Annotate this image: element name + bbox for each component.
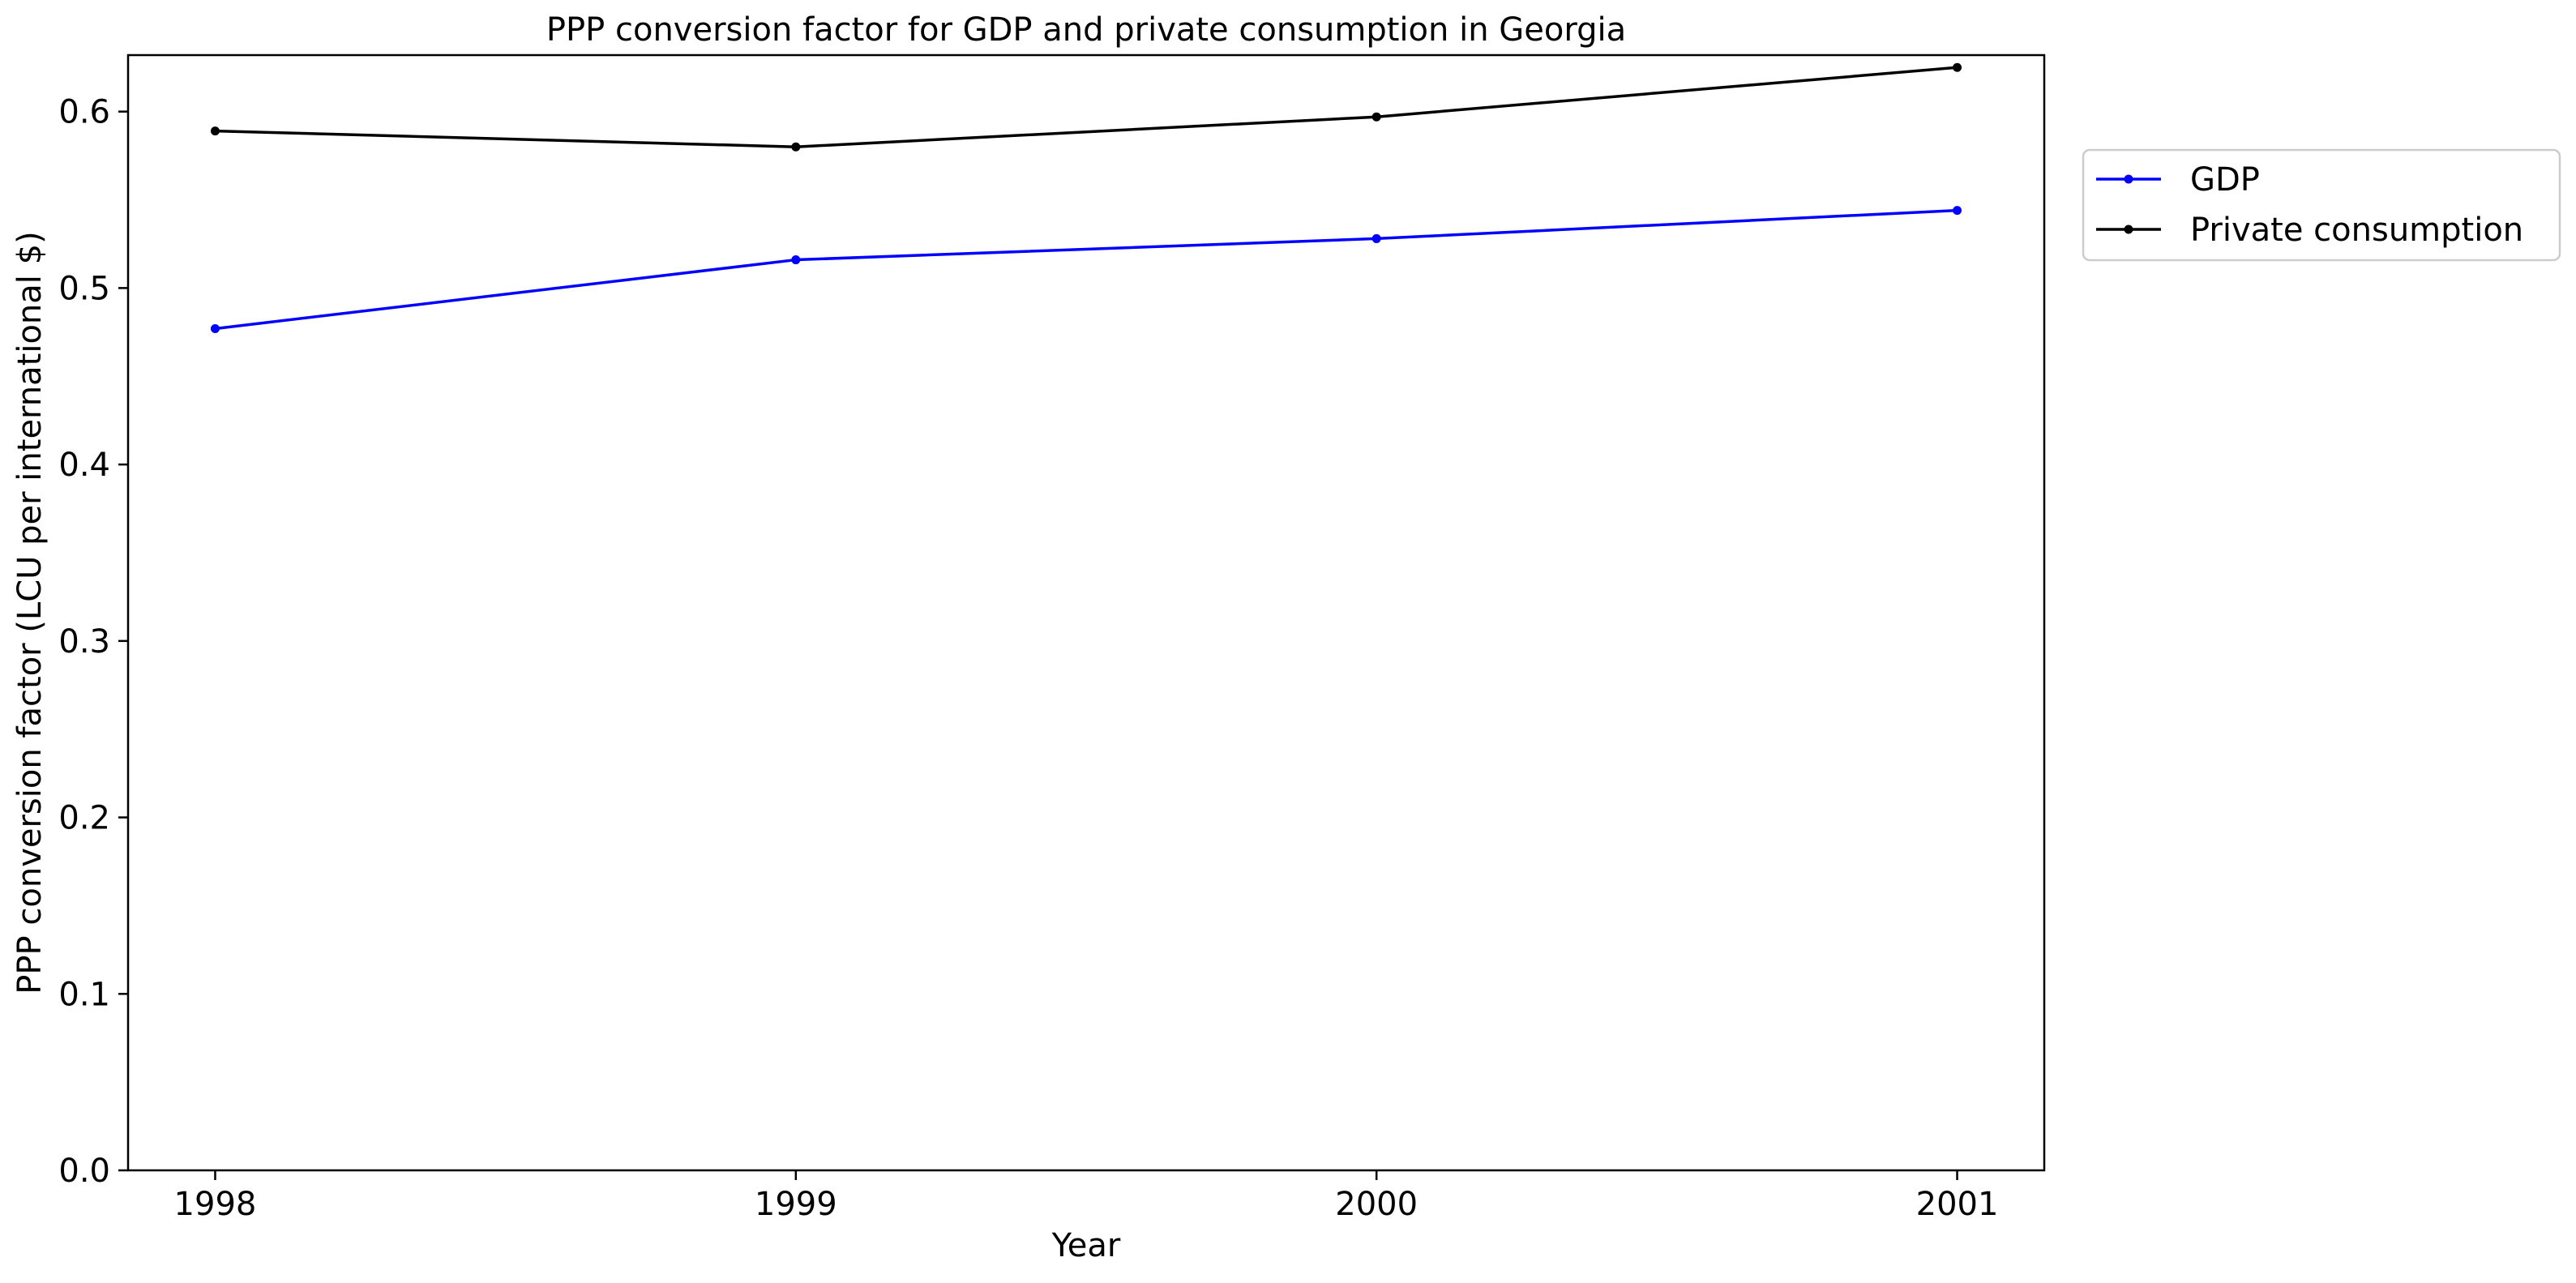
series-line-1 — [213, 208, 1959, 331]
series-1-point — [1953, 206, 1962, 216]
y-tick-label: 0.1 — [58, 976, 110, 1013]
legend: GDP Private consumption — [2082, 148, 2561, 262]
x-tick-label: 1999 — [755, 1186, 837, 1223]
series-2-point — [210, 126, 220, 136]
series-1-point — [791, 255, 801, 265]
legend-label-1: GDP — [2190, 161, 2260, 199]
series-2-point — [1953, 62, 1962, 72]
legend-label-2: Private consumption — [2190, 212, 2523, 249]
x-tick-label: 2001 — [1916, 1186, 1999, 1223]
plot-area — [210, 62, 1962, 333]
chart-title: PPP conversion factor for GDP and privat… — [546, 11, 1626, 49]
x-tick-label: 1998 — [174, 1186, 257, 1223]
y-axis-label: PPP conversion factor (LCU per internati… — [11, 231, 49, 994]
plot-frame — [126, 53, 2046, 1172]
legend-box — [2082, 148, 2561, 262]
series-1-point — [210, 323, 220, 333]
x-tick-label: 2000 — [1335, 1186, 1418, 1223]
y-tick-label: 0.5 — [58, 270, 110, 307]
y-tick-label: 0.0 — [58, 1153, 110, 1190]
series-2-point — [1371, 112, 1381, 122]
legend-marker-2 — [2124, 225, 2133, 234]
series-1-point — [1371, 233, 1381, 243]
y-tick-label: 0.4 — [58, 447, 110, 484]
series-2-point — [791, 142, 801, 152]
y-tick-label: 0.6 — [58, 94, 110, 131]
legend-marker-1 — [2124, 174, 2133, 184]
y-tick-label: 0.3 — [58, 623, 110, 661]
x-axis-label: Year — [1051, 1227, 1121, 1264]
axes: 1998 1999 2000 2001 0.0 0.1 0.2 0.3 0.4 0.5 0.6 — [58, 94, 1998, 1223]
y-tick-label: 0.2 — [58, 800, 110, 837]
series-line-2 — [213, 66, 1959, 148]
